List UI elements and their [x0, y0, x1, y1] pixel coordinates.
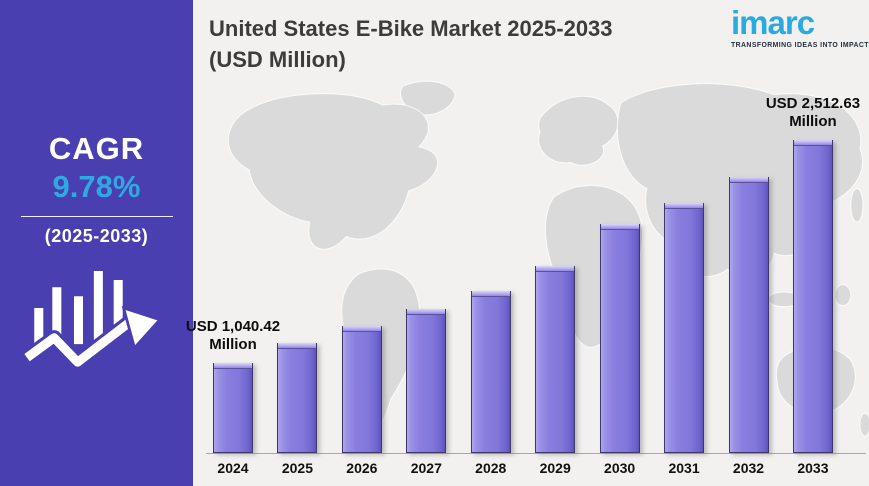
bar-value-label-2033: USD 2,512.63 Million	[765, 94, 861, 131]
bar-2028	[470, 291, 511, 453]
imarc-logo-text: imarc	[731, 4, 815, 41]
bar-top-highlight	[407, 309, 446, 315]
x-axis-label-2025: 2025	[281, 460, 314, 476]
chart-title-line2: (USD Million)	[209, 47, 346, 73]
bar-2026	[341, 326, 382, 453]
bar-top-highlight	[665, 203, 704, 209]
bar-top-highlight	[793, 140, 832, 146]
bar-column-2028: 2028	[470, 291, 511, 476]
bar-2030	[599, 224, 640, 453]
bar-column-2024: USD 1,040.42 Million 2024	[186, 318, 280, 477]
x-axis-label-2032: 2032	[732, 460, 765, 476]
cagr-label: CAGR	[48, 131, 145, 166]
bar-column-2030: 2030	[599, 224, 640, 476]
imarc-logo-tagline: TRANSFORMING IDEAS INTO IMPACT	[731, 42, 869, 49]
x-axis-label-2028: 2028	[475, 460, 507, 476]
bar-column-2025: 2025	[277, 343, 318, 476]
sidebar: CAGR 9.78% (2025-2033)	[0, 0, 193, 486]
bar-2024	[213, 363, 253, 453]
bar-top-highlight	[342, 326, 381, 332]
bar-column-2031: 2031	[664, 203, 705, 476]
bar-2029	[535, 266, 576, 453]
bar-top-highlight	[278, 343, 317, 349]
bar-2027	[406, 309, 447, 453]
x-axis-label-2033: 2033	[797, 460, 829, 476]
bar-2033	[792, 140, 833, 453]
growth-chart-icon	[21, 270, 162, 370]
bars-row: USD 1,040.42 Million 2024 2025 2026 2027 2028 2…	[186, 95, 860, 477]
bar-column-2027: 2027	[406, 309, 447, 476]
x-axis-label-2030: 2030	[604, 460, 636, 476]
bar-column-2026: 2026	[341, 326, 382, 476]
chart-title: United States E-Bike Market 2025-2033 (US…	[209, 13, 749, 75]
bar-column-2032: 2032	[728, 177, 769, 476]
x-axis-line	[206, 453, 866, 454]
bar-2025	[277, 343, 318, 453]
bar-top-highlight	[600, 224, 639, 230]
cagr-value: 9.78%	[52, 168, 141, 204]
x-axis-label-2024: 2024	[217, 460, 249, 476]
bar-value-label-2024: USD 1,040.42 Million	[185, 317, 281, 354]
x-axis-label-2027: 2027	[410, 460, 442, 476]
bar-top-highlight	[536, 266, 575, 272]
x-axis-label-2026: 2026	[346, 460, 378, 476]
x-axis-label-2031: 2031	[668, 460, 700, 476]
bar-2032	[728, 177, 769, 453]
bar-column-2033: USD 2,512.63 Million 2033	[766, 95, 860, 477]
bar-top-highlight	[214, 363, 252, 369]
cagr-period: (2025-2033)	[44, 225, 149, 246]
bar-top-highlight	[729, 177, 768, 183]
chart-area: United States E-Bike Market 2025-2033 (US…	[186, 0, 869, 486]
x-axis-label-2029: 2029	[539, 460, 571, 476]
chart-title-line1: United States E-Bike Market 2025-2033	[209, 16, 613, 41]
sidebar-divider	[20, 215, 173, 217]
bar-column-2029: 2029	[535, 266, 576, 476]
bar-top-highlight	[471, 291, 510, 297]
bar-2031	[664, 203, 705, 453]
imarc-logo: imarc TRANSFORMING IDEAS INTO IMPACT	[731, 4, 869, 49]
